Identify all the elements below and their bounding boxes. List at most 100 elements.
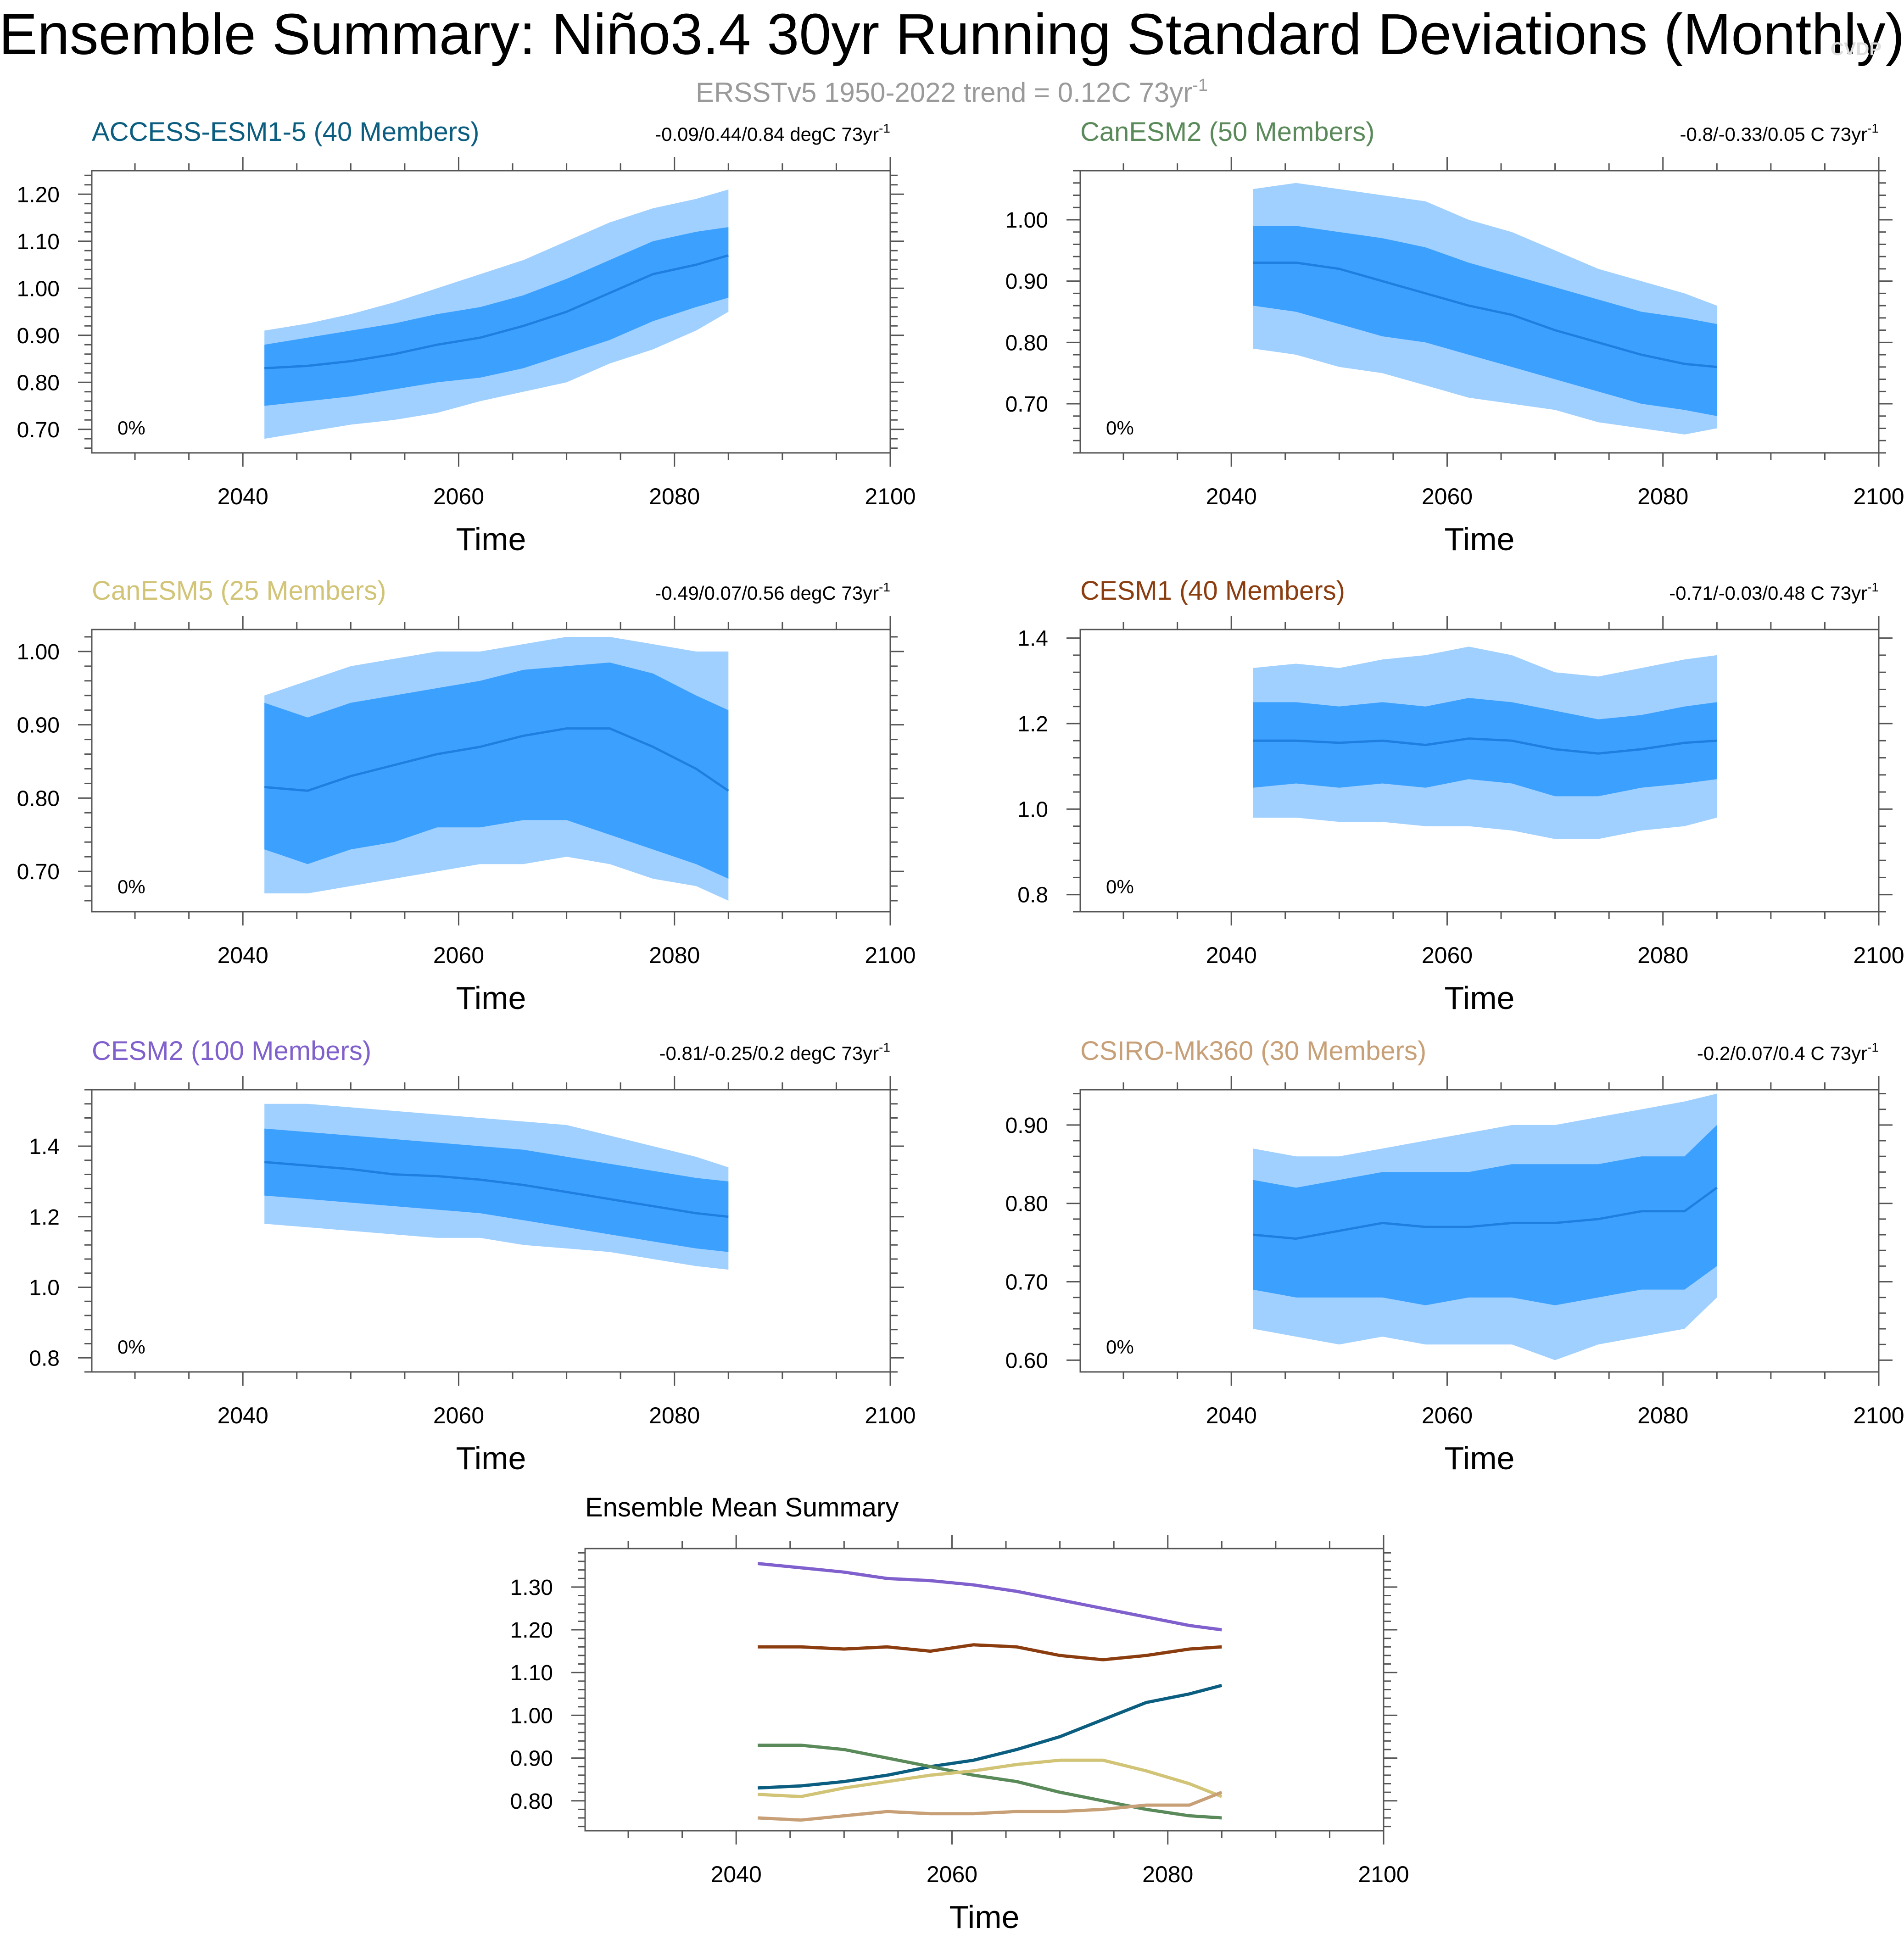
x-tick-label: 2080 bbox=[1142, 1861, 1193, 1887]
x-tick-label: 2080 bbox=[1637, 942, 1688, 968]
x-tick-label: 2040 bbox=[218, 942, 268, 968]
series-line-cesm2 bbox=[757, 1562, 1222, 1632]
trend-label-sup: -1 bbox=[879, 1040, 890, 1054]
y-tick-label: 0.70 bbox=[1005, 392, 1048, 417]
x-tick-label: 2040 bbox=[1206, 1403, 1257, 1428]
plot-frame bbox=[1079, 629, 1880, 913]
x-axis-label: Time bbox=[456, 1440, 526, 1476]
trend-label: -0.49/0.07/0.56 degC 73yr-1 bbox=[655, 580, 890, 604]
plot-area bbox=[264, 1103, 729, 1270]
trend-label-sup: -1 bbox=[879, 580, 890, 594]
panel-canesm2: 2040 2060 2080 2100 Time 0.70 0.80 0.90 1.00 CanE… bbox=[1005, 117, 1904, 557]
trend-label: -0.8/-0.33/0.05 C 73yr-1 bbox=[1680, 121, 1879, 145]
panel-canesm5: 2040 2060 2080 2100 Time 0.70 0.80 0.90 1.00 CanE… bbox=[17, 576, 916, 1016]
series-line-csiro-mk360 bbox=[758, 1790, 1223, 1822]
x-tick-label: 2040 bbox=[1206, 942, 1257, 968]
corner-label: 0% bbox=[1106, 417, 1134, 439]
y-tick-label: 1.10 bbox=[17, 230, 60, 254]
y-tick-label: 1.30 bbox=[510, 1576, 553, 1600]
ensemble-mean-line bbox=[1253, 737, 1717, 755]
x-tick-label: 2060 bbox=[1422, 1403, 1473, 1428]
interquartile-band bbox=[1253, 698, 1717, 797]
y-tick-label: 0.90 bbox=[17, 324, 60, 348]
trend-label-text: -0.49/0.07/0.56 degC 73yr bbox=[655, 582, 879, 604]
y-tick-label: 0.80 bbox=[17, 371, 60, 395]
panel-access: 2040 2060 2080 2100 Time 0.70 0.80 0.90 1.00 1.10… bbox=[17, 117, 916, 557]
plot-frame bbox=[1079, 170, 1880, 454]
trend-label-sup: -1 bbox=[1867, 1040, 1879, 1054]
x-tick-label: 2060 bbox=[433, 1403, 484, 1428]
panel-title: ACCESS-ESM1-5 (40 Members) bbox=[92, 117, 479, 147]
x-tick-label: 2040 bbox=[1206, 484, 1257, 509]
ensemble-mean-line bbox=[1252, 1187, 1718, 1240]
y-tick-label: 0.60 bbox=[1005, 1349, 1048, 1373]
y-tick-label: 1.10 bbox=[510, 1661, 553, 1685]
y-tick-label: 0.90 bbox=[1005, 270, 1048, 294]
y-tick-label: 1.0 bbox=[29, 1276, 60, 1300]
y-tick-label: 1.00 bbox=[510, 1704, 553, 1728]
y-tick-label: 0.80 bbox=[1005, 1192, 1048, 1216]
y-tick-label: 0.80 bbox=[510, 1789, 553, 1814]
panel-title: CESM2 (100 Members) bbox=[92, 1036, 371, 1066]
y-tick-label: 0.70 bbox=[1005, 1271, 1048, 1295]
panel-title: Ensemble Mean Summary bbox=[585, 1493, 899, 1522]
figure-subtitle-sup: -1 bbox=[1192, 76, 1208, 95]
x-tick-label: 2060 bbox=[433, 484, 484, 509]
corner-label: 0% bbox=[117, 417, 145, 439]
series-line-canesm2 bbox=[758, 1744, 1222, 1820]
x-tick-label: 2100 bbox=[865, 942, 916, 968]
series-line-canesm5 bbox=[758, 1758, 1223, 1798]
trend-label: -0.2/0.07/0.4 C 73yr-1 bbox=[1697, 1040, 1879, 1064]
plot-frame bbox=[91, 170, 891, 454]
interquartile-band bbox=[1253, 226, 1717, 416]
y-tick-label: 0.80 bbox=[1005, 331, 1048, 355]
ensemble-mean-line bbox=[264, 254, 729, 369]
y-tick-label: 0.90 bbox=[1005, 1114, 1048, 1138]
x-tick-label: 2060 bbox=[1422, 942, 1473, 968]
y-tick-label: 1.0 bbox=[1017, 797, 1048, 822]
y-tick-label: 1.20 bbox=[510, 1618, 553, 1643]
panel-title: CESM1 (40 Members) bbox=[1080, 576, 1345, 606]
x-tick-label: 2040 bbox=[218, 1403, 268, 1428]
x-axis-label: Time bbox=[1445, 980, 1515, 1016]
y-tick-label: 0.70 bbox=[17, 860, 60, 884]
y-tick-label: 0.70 bbox=[17, 418, 60, 442]
x-tick-label: 2100 bbox=[1853, 484, 1904, 509]
x-tick-label: 2100 bbox=[1358, 1861, 1409, 1887]
interquartile-band bbox=[264, 662, 729, 879]
plot-area bbox=[264, 637, 729, 901]
x-tick-label: 2100 bbox=[865, 484, 916, 509]
x-axis-label: Time bbox=[1445, 521, 1515, 557]
panel-csiro: 2040 2060 2080 2100 Time 0.60 0.70 0.80 0.90 CSIR… bbox=[1005, 1036, 1904, 1476]
corner-label: 0% bbox=[117, 1336, 145, 1358]
x-tick-label: 2060 bbox=[927, 1861, 977, 1887]
x-tick-label: 2100 bbox=[865, 1403, 916, 1428]
y-tick-label: 1.00 bbox=[17, 277, 60, 301]
trend-label-text: -0.2/0.07/0.4 C 73yr bbox=[1697, 1042, 1867, 1064]
ensemble-mean-line bbox=[264, 727, 729, 792]
ensemble-mean-line bbox=[264, 1161, 729, 1218]
trend-label-text: -0.71/-0.03/0.48 C 73yr bbox=[1669, 582, 1867, 604]
trend-label-text: -0.09/0.44/0.84 degC 73yr bbox=[655, 123, 879, 145]
x-tick-label: 2080 bbox=[1637, 1403, 1688, 1428]
x-tick-label: 2080 bbox=[649, 484, 700, 509]
plot-area bbox=[264, 189, 729, 439]
plot-area bbox=[1253, 183, 1717, 435]
interquartile-band bbox=[264, 1128, 729, 1252]
panel-summary: 2040 2060 2080 2100 Time 0.80 0.90 1.00 1.10 1.20… bbox=[510, 1493, 1409, 1935]
ensemble-mean-line bbox=[1253, 262, 1717, 368]
plot-frame bbox=[91, 629, 891, 913]
corner-label: 0% bbox=[117, 876, 145, 897]
x-tick-label: 2080 bbox=[649, 942, 700, 968]
corner-label: 0% bbox=[1106, 1336, 1134, 1358]
x-tick-label: 2080 bbox=[649, 1403, 700, 1428]
x-tick-label: 2060 bbox=[1422, 484, 1473, 509]
y-tick-label: 1.00 bbox=[1005, 208, 1048, 233]
watermark: CVDP bbox=[1831, 39, 1882, 59]
figure-subtitle-text: ERSSTv5 1950-2022 trend = 0.12C 73yr bbox=[696, 77, 1192, 108]
plot-area bbox=[1252, 1093, 1718, 1360]
y-tick-label: 0.90 bbox=[510, 1747, 553, 1771]
trend-label-sup: -1 bbox=[1867, 580, 1879, 594]
plot-area bbox=[757, 1562, 1223, 1822]
